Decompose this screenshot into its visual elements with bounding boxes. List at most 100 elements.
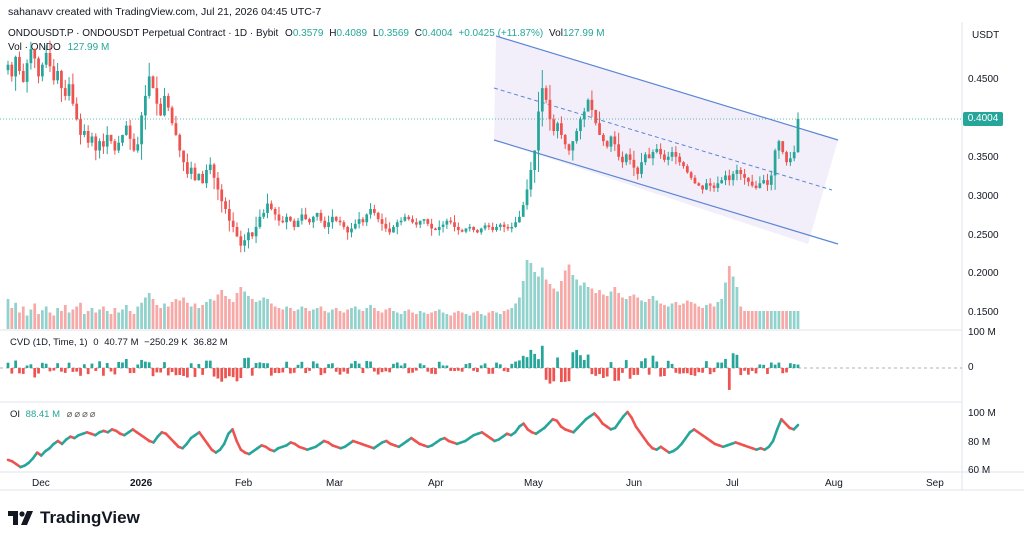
- cvd-bar: [491, 368, 495, 374]
- volume-bar: [495, 312, 498, 329]
- volume-bar: [44, 306, 48, 329]
- cvd-bar: [10, 368, 14, 374]
- cvd-bar: [380, 368, 384, 373]
- candle-body: [170, 107, 174, 124]
- candle-body: [342, 222, 346, 227]
- oi-legend[interactable]: OI 88.41 M ⌀⌀⌀⌀: [10, 409, 98, 420]
- candle-body: [521, 205, 525, 217]
- candle-body: [155, 88, 159, 104]
- volume-bar: [445, 314, 449, 329]
- cvd-bar: [655, 361, 659, 368]
- candle-body: [693, 177, 697, 184]
- candle-body: [422, 219, 426, 221]
- candle-body: [640, 162, 643, 174]
- tradingview-logo[interactable]: TradingView: [8, 508, 140, 528]
- cvd-bar: [285, 361, 288, 368]
- candle-body: [331, 216, 334, 223]
- candle-body: [102, 141, 105, 147]
- cvd-bar: [144, 361, 147, 368]
- cvd-bar: [308, 368, 311, 371]
- channel-fill: [494, 36, 838, 244]
- volume-bar: [277, 308, 281, 329]
- oi-axis-80m: 80 M: [968, 437, 991, 448]
- candle-body: [315, 212, 319, 217]
- price-candles: [6, 40, 800, 253]
- candle-body: [582, 111, 586, 120]
- cvd-bar: [113, 368, 117, 375]
- candle-body: [674, 152, 678, 157]
- volume-bar: [441, 312, 445, 329]
- volume-bar: [304, 308, 308, 329]
- volume-bar: [239, 287, 243, 329]
- cvd-bar: [357, 363, 361, 368]
- candle-body: [300, 214, 304, 221]
- volume-bar: [575, 279, 579, 329]
- candle-body: [590, 99, 594, 110]
- volume-bar: [113, 308, 117, 329]
- volume-bar: [456, 311, 460, 329]
- cvd-bar: [71, 368, 75, 372]
- candle-body: [224, 201, 227, 210]
- candle-body: [647, 154, 651, 159]
- candle-body: [773, 150, 777, 176]
- cvd-bar: [407, 368, 411, 374]
- cvd-bar: [449, 368, 453, 371]
- cvd-bar: [304, 368, 308, 374]
- symbol-name[interactable]: ONDOUSDT.P · ONDOUSDT Perpetual Contract…: [8, 28, 279, 39]
- volume-bar: [655, 300, 659, 329]
- volume-bar: [82, 314, 86, 329]
- cvd-bar: [361, 368, 365, 374]
- cvd-bar: [682, 368, 685, 374]
- candle-body: [29, 49, 33, 64]
- volume-bar: [796, 311, 800, 329]
- volume-legend[interactable]: Vol · ONDO 127.99 M: [8, 42, 109, 53]
- cvd-bar: [483, 363, 487, 368]
- cvd-bar: [132, 368, 136, 373]
- cvd-bar: [708, 368, 712, 375]
- candle-body: [140, 115, 143, 145]
- volume-bar: [552, 288, 556, 329]
- volume-bar: [601, 294, 605, 329]
- volume-bar: [773, 311, 777, 329]
- cvd-bar: [155, 368, 159, 373]
- oi-line-segment: [235, 439, 243, 452]
- candle-body: [502, 224, 506, 227]
- volume-bar: [788, 311, 792, 329]
- volume-bar: [185, 302, 189, 329]
- volume-bar: [357, 309, 361, 329]
- cvd-bar: [739, 368, 743, 376]
- cvd-legend[interactable]: CVD (1D, Time, 1) 0 40.77 M −250.29 K 36…: [10, 337, 228, 348]
- candle-body: [296, 220, 300, 227]
- candle-body: [586, 99, 590, 112]
- cvd-bar: [369, 361, 372, 368]
- volume-bar: [418, 311, 422, 329]
- symbol-legend[interactable]: ONDOUSDT.P · ONDOUSDT Perpetual Contract…: [8, 28, 605, 39]
- candle-body: [769, 175, 773, 185]
- candle-body: [357, 219, 361, 224]
- price-tick-0300: 0.3000: [968, 191, 999, 202]
- candle-body: [334, 216, 338, 221]
- cvd-bar: [724, 358, 727, 368]
- cvd-bar: [273, 368, 277, 373]
- volume-bar: [521, 281, 525, 329]
- cvd-bar: [388, 368, 392, 373]
- open-value: 0.3579: [292, 28, 324, 39]
- cvd-bar: [21, 368, 25, 374]
- candle-body: [624, 154, 628, 163]
- cvd-bar: [208, 360, 212, 368]
- candle-body: [460, 230, 464, 232]
- cvd-bar: [628, 368, 632, 379]
- volume-bar: [407, 309, 411, 329]
- cvd-value-4: 36.82 M: [193, 337, 228, 348]
- cvd-bar: [56, 363, 59, 368]
- volume-bar: [395, 312, 399, 329]
- cvd-bar: [647, 368, 651, 375]
- cvd-bar: [323, 368, 327, 374]
- cvd-bar: [601, 368, 605, 378]
- volume-bar: [235, 293, 239, 329]
- candle-body: [617, 144, 621, 157]
- price-tick-0200: 0.2000: [968, 268, 999, 279]
- cvd-bar: [678, 368, 682, 374]
- volume-bar: [224, 296, 227, 329]
